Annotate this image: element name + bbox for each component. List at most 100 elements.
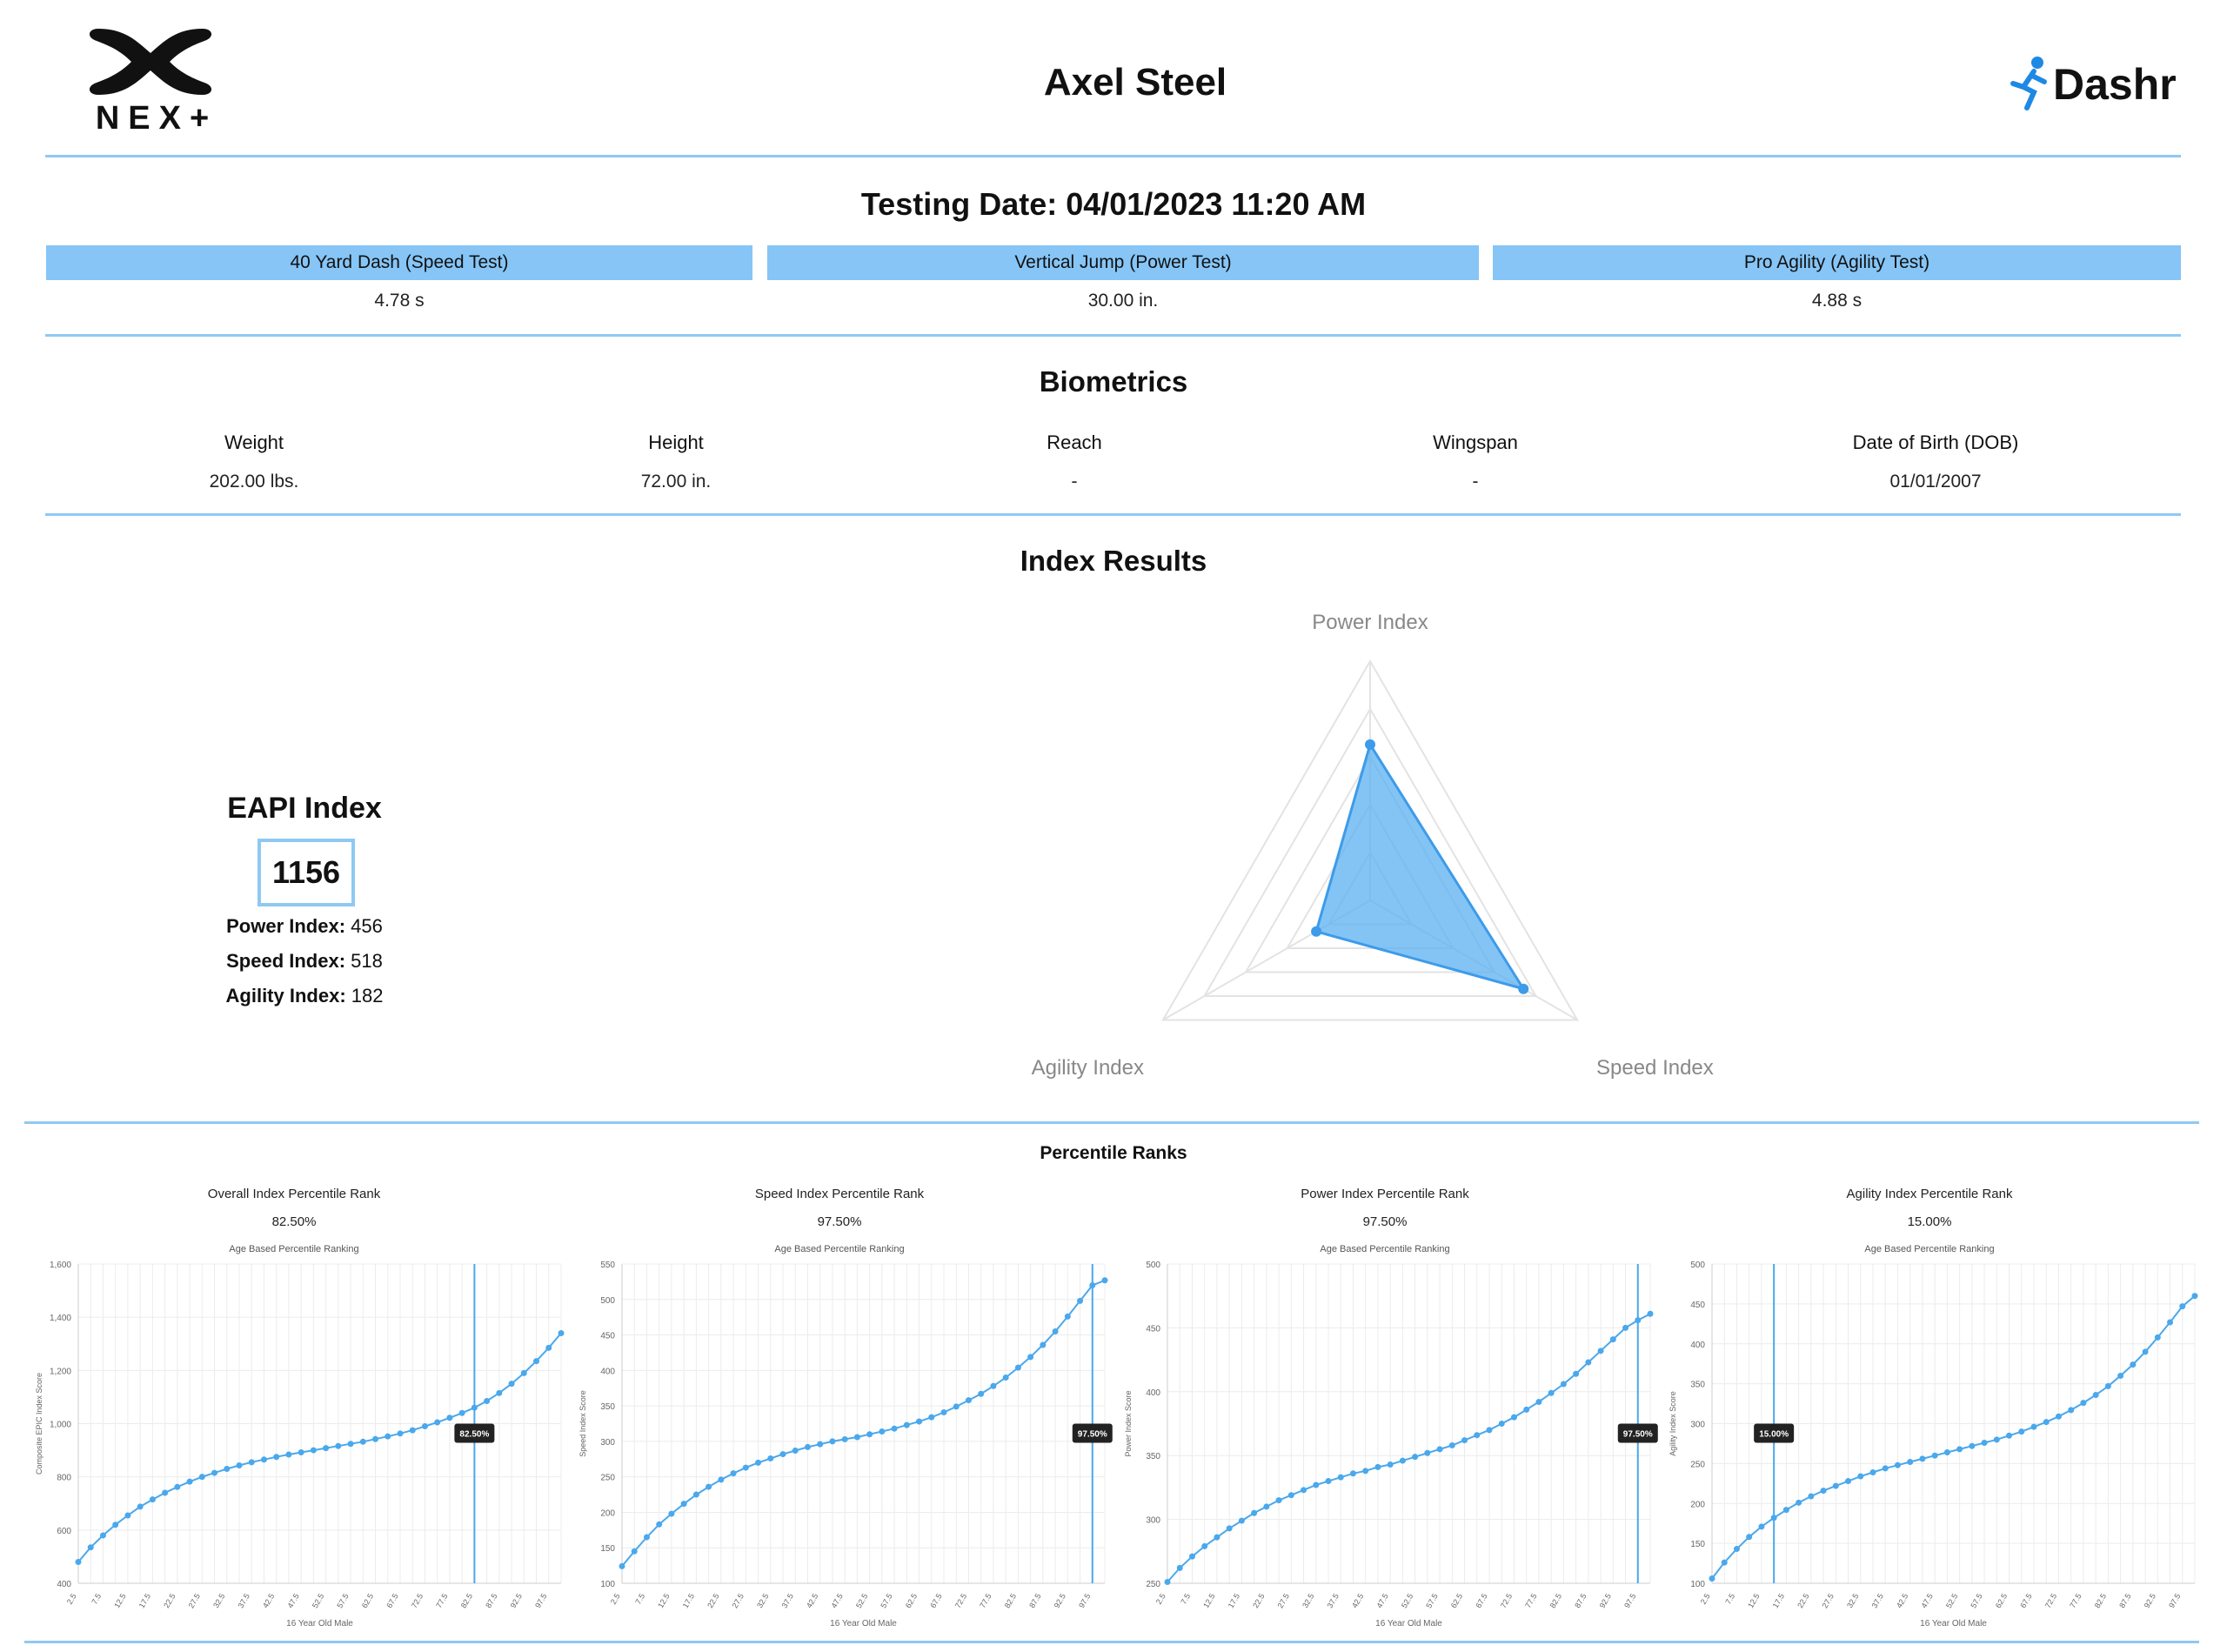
x-tick-label: 17.5 (1771, 1592, 1786, 1609)
data-point (680, 1501, 687, 1508)
eapi-label: EAPI Index (227, 792, 382, 825)
data-point (1214, 1534, 1221, 1541)
data-point (2080, 1400, 2087, 1407)
data-point (520, 1369, 527, 1376)
test-value-agility: 4.88 s (1811, 291, 1863, 311)
x-tick-label: 62.5 (360, 1592, 375, 1609)
y-tick-label: 400 (600, 1367, 615, 1376)
data-point (1609, 1336, 1616, 1343)
data-point (1523, 1406, 1530, 1413)
data-point (1226, 1525, 1233, 1532)
power-index-value: 456 (351, 915, 383, 937)
x-tick-label: 92.5 (1598, 1592, 1613, 1609)
y-axis-label: Speed Index Score (578, 1390, 587, 1457)
index-radar-chart: Power Index Speed Index Agility Index (1032, 611, 1714, 1080)
radar-point-2 (1311, 926, 1322, 937)
data-point (1820, 1488, 1827, 1495)
data-point (1597, 1348, 1604, 1354)
x-tick-label: 67.5 (928, 1592, 943, 1609)
data-point (730, 1470, 737, 1477)
agility-index-line: Agility Index: 182 (174, 985, 435, 1007)
data-point (1014, 1364, 1021, 1371)
x-axis-label: 16 Year Old Male (1375, 1619, 1442, 1629)
x-tick-label: 97.5 (2167, 1592, 2182, 1609)
x-tick-label: 2.5 (1154, 1592, 1167, 1606)
y-tick-label: 500 (600, 1296, 615, 1306)
data-point (2092, 1391, 2099, 1398)
x-tick-label: 57.5 (1424, 1592, 1439, 1609)
data-point (1275, 1497, 1282, 1504)
data-point (718, 1476, 725, 1483)
under-armour-logo-icon (89, 29, 212, 95)
data-point (2167, 1319, 2174, 1326)
agility-index-label: Agility Index: (225, 985, 346, 1007)
data-point (397, 1430, 404, 1437)
radar-axis-label: Power Index (1312, 611, 1428, 634)
data-point (1548, 1389, 1555, 1396)
data-point (1510, 1414, 1517, 1421)
data-point (1474, 1432, 1481, 1439)
x-tick-label: 27.5 (1276, 1592, 1291, 1609)
athlete-name: Axel Steel (1043, 61, 1227, 104)
brand-logo-left (83, 22, 231, 135)
percentile-line-chart: 100 150 200 250 300 350 400 450 500 550 2.5 7.5 12.5… (578, 1261, 1113, 1629)
y-tick-label: 1,600 (50, 1261, 71, 1270)
data-point (1808, 1493, 1815, 1500)
series-line (1167, 1313, 1651, 1583)
data-point (1188, 1553, 1195, 1560)
radar-area (1314, 741, 1527, 992)
data-point (2154, 1334, 2161, 1341)
data-point (1746, 1534, 1753, 1541)
data-point (1027, 1354, 1034, 1361)
x-tick-label: 47.5 (1374, 1592, 1389, 1609)
data-point (2018, 1428, 2025, 1435)
data-point (1052, 1328, 1059, 1334)
x-tick-label: 7.5 (1179, 1592, 1192, 1606)
data-point (1436, 1446, 1443, 1453)
data-point (940, 1408, 947, 1415)
x-tick-label: 77.5 (434, 1592, 449, 1609)
data-point (1622, 1324, 1629, 1331)
x-tick-label: 37.5 (1870, 1592, 1885, 1609)
data-point (186, 1478, 193, 1485)
agility-index-value: 182 (351, 985, 384, 1007)
x-tick-label: 62.5 (904, 1592, 919, 1609)
data-point (879, 1428, 886, 1435)
data-point (508, 1381, 515, 1388)
data-point (990, 1382, 997, 1389)
x-tick-label: 22.5 (1251, 1592, 1266, 1609)
x-tick-label: 12.5 (656, 1592, 671, 1609)
x-tick-label: 82.5 (2093, 1592, 2108, 1609)
data-point (1907, 1459, 1914, 1466)
biometrics-divider (45, 513, 2181, 516)
testing-divider (45, 334, 2181, 337)
bio-label-weight: Weight (224, 431, 284, 453)
x-tick-label: 52.5 (1944, 1592, 1959, 1609)
data-point (458, 1409, 465, 1416)
x-tick-label: 7.5 (90, 1592, 103, 1606)
data-point (1176, 1564, 1183, 1571)
bio-value-weight: 202.00 lbs. (209, 472, 299, 492)
testing-date: Testing Date: 04/01/2023 11:20 AM (860, 186, 1367, 222)
x-tick-label: 57.5 (879, 1592, 893, 1609)
data-point (2055, 1413, 2062, 1420)
data-point (1919, 1455, 1926, 1462)
data-point (149, 1496, 156, 1503)
data-point (1002, 1374, 1009, 1381)
bio-value-height: 72.00 in. (640, 472, 712, 492)
data-point (1535, 1399, 1542, 1406)
x-axis-label: 16 Year Old Male (830, 1619, 897, 1629)
data-point (285, 1451, 292, 1458)
speed-index-label: Speed Index: (226, 950, 346, 972)
x-tick-label: 92.5 (2143, 1592, 2157, 1609)
percentile-chart-title: Power Index Percentile Rank (1301, 1187, 1469, 1201)
percentile-chart-title: Speed Index Percentile Rank (754, 1187, 925, 1201)
x-tick-label: 57.5 (335, 1592, 350, 1609)
x-tick-label: 87.5 (2117, 1592, 2132, 1609)
data-point (1089, 1281, 1096, 1288)
x-tick-label: 7.5 (1723, 1592, 1736, 1606)
data-point (779, 1451, 786, 1458)
bio-label-wingspan: Wingspan (1433, 431, 1518, 453)
bio-value-dob: 01/01/2007 (1889, 472, 1982, 492)
data-point (112, 1522, 119, 1528)
